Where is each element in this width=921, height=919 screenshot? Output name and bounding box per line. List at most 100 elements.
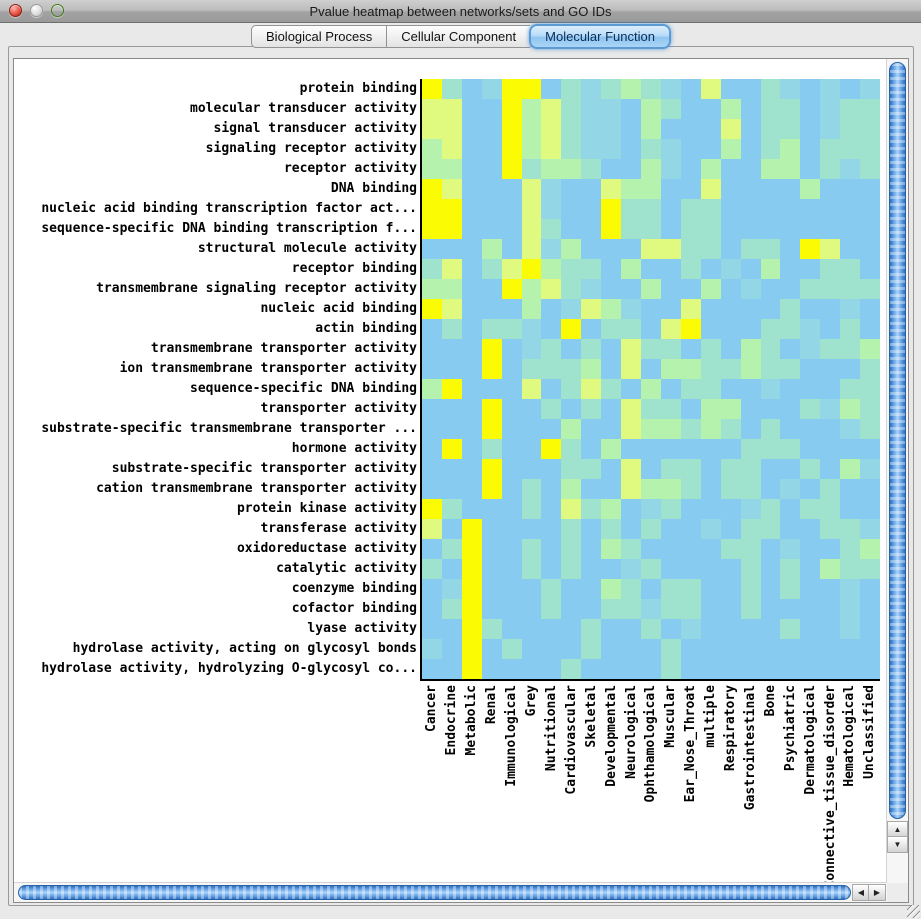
column-label: Psychiatric	[782, 685, 798, 772]
heatmap-cell	[780, 339, 801, 359]
tab-cellular-component[interactable]: Cellular Component	[386, 25, 531, 48]
heatmap-cell	[521, 519, 542, 539]
heatmap-cell	[720, 559, 741, 579]
heatmap-cell	[621, 399, 642, 419]
heatmap-cell	[501, 339, 522, 359]
heatmap-cell	[740, 479, 761, 499]
heatmap-cell	[561, 599, 582, 619]
heatmap-cell	[740, 259, 761, 279]
heatmap-cell	[700, 279, 721, 299]
heatmap-cell	[660, 539, 681, 559]
heatmap-cell	[780, 99, 801, 119]
heatmap-cell	[740, 459, 761, 479]
heatmap-cell	[700, 439, 721, 459]
heatmap-cell	[800, 119, 821, 139]
heatmap-cell	[720, 319, 741, 339]
column-label: multiple	[703, 685, 719, 748]
heatmap-cell	[621, 359, 642, 379]
heatmap-cell	[441, 519, 462, 539]
heatmap-cell	[481, 279, 502, 299]
tab-biological-process[interactable]: Biological Process	[251, 25, 387, 48]
heatmap-cell	[601, 179, 622, 199]
heatmap-cell	[700, 359, 721, 379]
heatmap-cell	[700, 419, 721, 439]
heatmap-cell	[700, 259, 721, 279]
heatmap-cell	[581, 119, 602, 139]
heatmap-cell	[561, 479, 582, 499]
heatmap-cell	[561, 559, 582, 579]
heatmap-cell	[800, 399, 821, 419]
heatmap-cell	[561, 399, 582, 419]
heatmap-cell	[501, 79, 522, 99]
heatmap-cell	[700, 599, 721, 619]
heatmap-cell	[581, 379, 602, 399]
heatmap-cell	[461, 299, 482, 319]
heatmap-cell	[740, 599, 761, 619]
heatmap-cell	[700, 119, 721, 139]
heatmap-cell	[521, 339, 542, 359]
heatmap-cell	[820, 139, 841, 159]
heatmap-cell	[641, 259, 661, 279]
scrollbar-corner	[887, 883, 908, 902]
horizontal-scrollbar-thumb[interactable]	[18, 885, 851, 900]
tab-molecular-function[interactable]: Molecular Function	[529, 24, 671, 49]
heatmap-cell	[422, 579, 442, 599]
heatmap-cell	[660, 259, 681, 279]
heatmap-cell	[641, 459, 661, 479]
heatmap-cell	[521, 299, 542, 319]
heatmap-cell	[541, 139, 562, 159]
heatmap-cell	[601, 599, 622, 619]
heatmap-cell	[700, 399, 721, 419]
heatmap-cell	[601, 239, 622, 259]
scroll-down-button[interactable]: ▼	[887, 836, 908, 853]
heatmap-cell	[441, 379, 462, 399]
heatmap-cell	[601, 619, 622, 639]
heatmap-cell	[860, 619, 880, 639]
heatmap-cell	[680, 239, 701, 259]
column-label: Ophthamological	[643, 685, 659, 803]
heatmap-cell	[501, 559, 522, 579]
row-label: protein binding	[299, 81, 417, 96]
heatmap-cell	[680, 499, 701, 519]
heatmap-cell	[700, 379, 721, 399]
tab-panel: protein binding molecular transducer acti…	[8, 46, 914, 906]
heatmap-cell	[621, 379, 642, 399]
heatmap-cell	[840, 179, 861, 199]
scroll-right-button[interactable]: ▶	[868, 884, 886, 901]
heatmap-cell	[621, 519, 642, 539]
vertical-scrollbar[interactable]: ▲ ▼	[886, 59, 908, 883]
heatmap-cell	[601, 519, 622, 539]
heatmap-cell	[660, 599, 681, 619]
heatmap-cell	[760, 639, 781, 659]
heatmap-cell	[621, 339, 642, 359]
heatmap-cell	[541, 539, 562, 559]
row-label: hormone activity	[291, 441, 417, 456]
minimize-button[interactable]	[30, 4, 43, 17]
heatmap-cell	[740, 99, 761, 119]
heatmap-cell	[621, 139, 642, 159]
heatmap-cell	[660, 119, 681, 139]
heatmap-cell	[840, 459, 861, 479]
heatmap-cell	[621, 559, 642, 579]
vertical-scrollbar-thumb[interactable]	[889, 62, 906, 819]
heatmap-cell	[561, 639, 582, 659]
heatmap-cell	[680, 519, 701, 539]
window-resize-grip[interactable]	[907, 905, 920, 918]
row-label: actin binding	[315, 321, 417, 336]
heatmap-cell	[840, 159, 861, 179]
close-button[interactable]	[9, 4, 22, 17]
heatmap-cell	[800, 599, 821, 619]
heatmap-cell	[581, 579, 602, 599]
heatmap-cell	[780, 519, 801, 539]
heatmap-cell	[501, 519, 522, 539]
heatmap-cell	[581, 219, 602, 239]
heatmap-cell	[601, 279, 622, 299]
heatmap-cell	[521, 179, 542, 199]
heatmap-cell	[441, 439, 462, 459]
heatmap-cell	[840, 119, 861, 139]
zoom-button[interactable]	[51, 4, 64, 17]
horizontal-scrollbar[interactable]: ◀ ▶	[14, 882, 887, 902]
heatmap-cell	[621, 299, 642, 319]
heatmap-cell	[581, 559, 602, 579]
heatmap-cell	[700, 159, 721, 179]
